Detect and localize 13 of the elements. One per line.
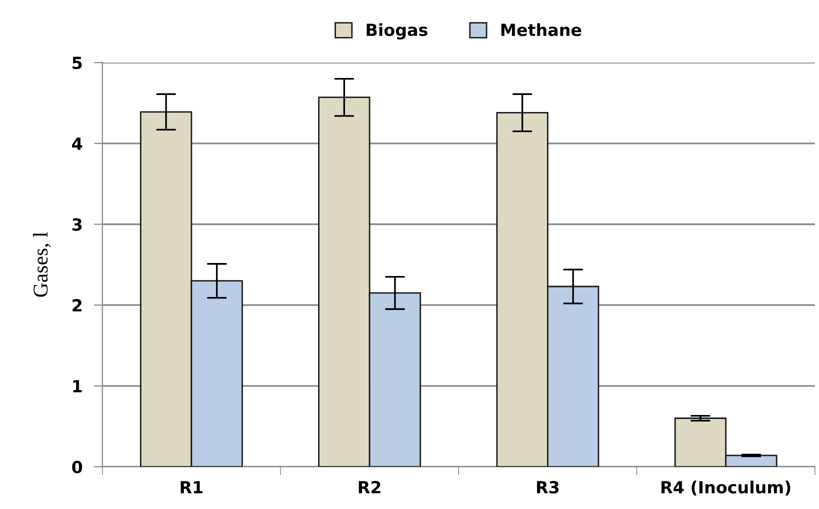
legend-label: Methane	[501, 23, 582, 36]
legend-label: Biogas	[366, 23, 428, 40]
y-tick-label: 3	[72, 218, 82, 231]
y-tick-label: 5	[72, 56, 82, 70]
x-tick-label: R2	[358, 480, 380, 494]
x-tick-label: R3	[537, 480, 559, 494]
y-axis-title: Gases, l	[32, 232, 51, 297]
y-tick-label: 1	[73, 380, 82, 392]
y-tick-label: 2	[72, 299, 82, 312]
y-tick-label: 0	[72, 460, 82, 474]
x-tick-label: R1	[180, 481, 203, 494]
y-tick-label: 4	[72, 138, 82, 150]
x-tick-label: R4 (Inoculum)	[662, 480, 790, 496]
